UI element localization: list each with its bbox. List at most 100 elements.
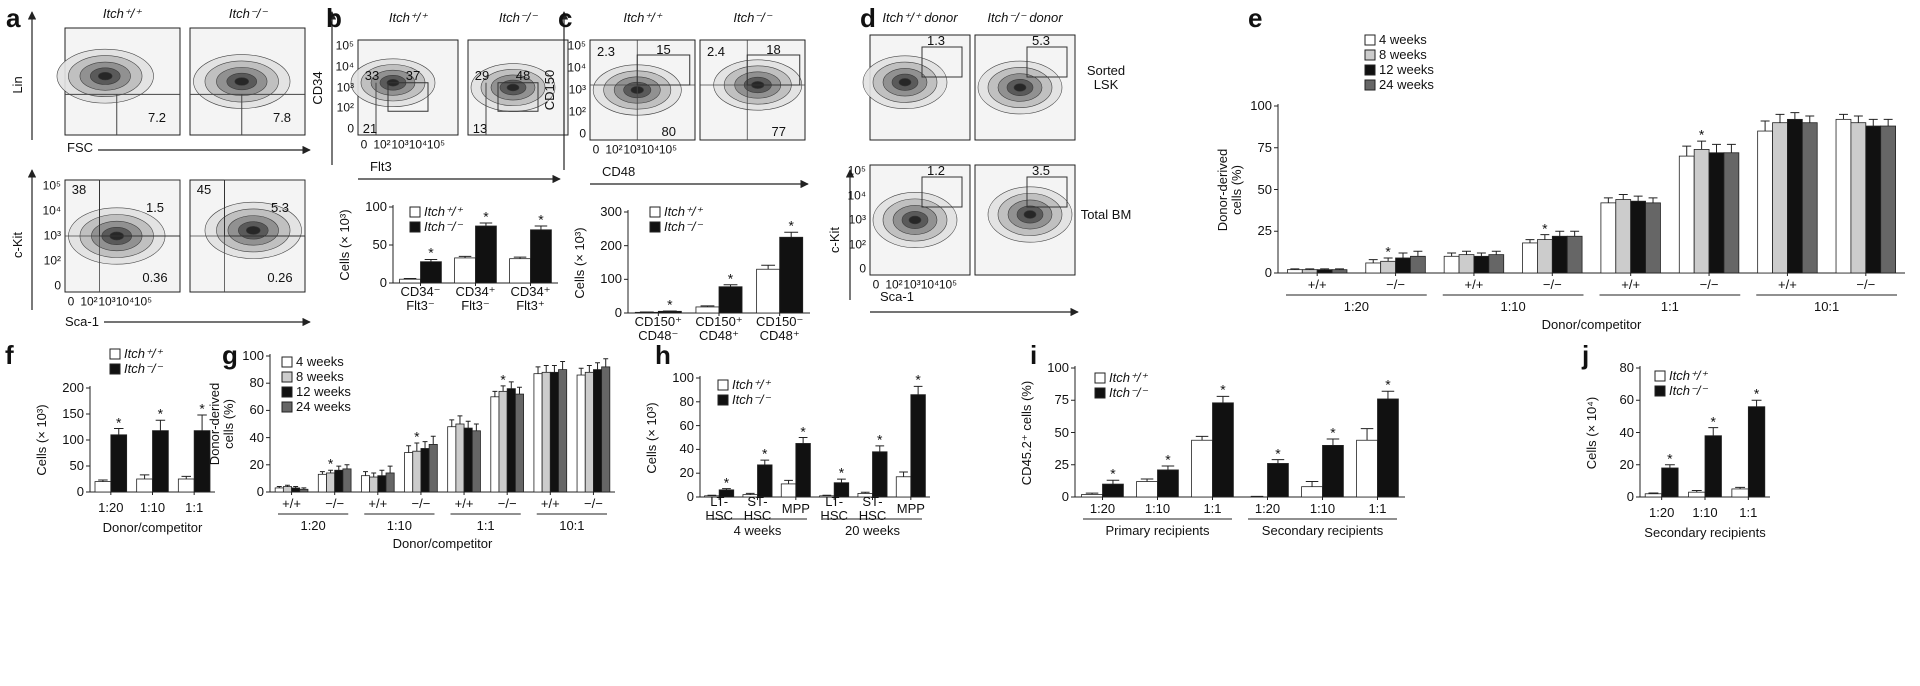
flow-x-tick: 0 [592, 142, 600, 157]
error-bar [1735, 486, 1746, 489]
bar [420, 261, 442, 284]
error-bar [1447, 252, 1457, 257]
legend-swatch [109, 348, 121, 360]
bar [1301, 486, 1323, 498]
bar [1566, 235, 1583, 274]
error-bar [798, 437, 808, 444]
gate [99, 179, 181, 237]
error-bar [500, 385, 506, 392]
bar [1191, 439, 1213, 498]
y-axis-label: Cells (× 10³) [572, 226, 587, 299]
legend-swatch [281, 356, 293, 368]
significance-mark: * [1710, 413, 1716, 430]
axis-label: CD48 [602, 164, 636, 179]
x-tick-label: ST-HSC [743, 494, 772, 523]
error-bar [1320, 268, 1330, 270]
error-bar [424, 258, 438, 262]
x-tick-label: +/+ [454, 496, 474, 511]
y-tick-label: 50 [69, 458, 84, 473]
x-tick-label: +/+ [1464, 277, 1484, 292]
error-bar [595, 362, 600, 370]
flow-x-tick: 10⁴ [640, 142, 660, 157]
gate [921, 176, 963, 208]
bar [1473, 255, 1490, 274]
group-label: 1:10 [1500, 299, 1526, 314]
error-bar [722, 488, 731, 490]
y-axis-label: Cells (× 10³) [337, 209, 352, 281]
bar [1157, 469, 1179, 498]
column-title: Itch⁻/⁻ [498, 10, 538, 25]
error-bar [430, 435, 436, 445]
significance-mark: * [762, 445, 768, 462]
flow-x-tick: 10⁵ [426, 137, 446, 152]
flow-y-tick: 10³ [43, 228, 61, 243]
y-axis-label: CD45.2⁺ cells (%) [1019, 380, 1034, 485]
flow-y-tick: 10³ [336, 80, 354, 94]
flow-y-tick: 10⁵ [335, 38, 354, 53]
y-tick-label: 40 [1619, 424, 1634, 440]
flow-y-tick: 10⁵ [847, 163, 866, 178]
y-tick-label: 80 [249, 375, 264, 391]
error-bar [1525, 239, 1535, 243]
bar [282, 486, 292, 493]
error-bar [1775, 113, 1785, 123]
error-bar [1271, 459, 1285, 464]
bar [498, 390, 508, 493]
error-bar [449, 419, 455, 427]
flow-x-tick: 10⁴ [115, 294, 135, 309]
y-tick-label: 0 [614, 305, 622, 320]
error-bar [139, 474, 150, 479]
flow-x-tick: 10² [80, 294, 98, 309]
flow-y-tick: 10³ [568, 82, 586, 97]
error-bar [1760, 120, 1770, 132]
bar [795, 443, 811, 498]
bar [1708, 152, 1725, 274]
flow-x-tick: 10² [605, 142, 623, 157]
error-bar [387, 465, 393, 473]
panel-letter: f [5, 340, 14, 370]
significance-mark: * [116, 414, 122, 431]
bar [1600, 202, 1617, 274]
error-bar [578, 367, 584, 376]
significance-mark: * [483, 208, 489, 225]
y-tick-label: 0 [1626, 489, 1634, 504]
error-bar [1250, 495, 1264, 497]
significance-mark: * [1753, 385, 1760, 402]
legend-label: Itch⁺/⁺ [1669, 368, 1708, 383]
axis-label: c-Kit [827, 227, 842, 253]
legend-swatch [281, 386, 293, 398]
x-tick-label: CD150⁺ CD48⁻ [634, 314, 682, 343]
bar [326, 472, 336, 493]
error-bar [860, 491, 870, 494]
density-contour [1023, 210, 1037, 219]
bar [1522, 242, 1538, 274]
error-bar [1161, 465, 1175, 470]
bar [756, 268, 781, 314]
error-bar [535, 366, 541, 374]
error-bar [363, 471, 368, 476]
bar [317, 473, 327, 493]
bar [1081, 494, 1103, 498]
error-bar [1398, 252, 1408, 258]
gate-value: 80 [661, 124, 676, 139]
flow-y-tick: 10² [43, 253, 61, 268]
panel-letter: d [860, 3, 876, 33]
flow-y-tick: 10⁵ [567, 38, 586, 53]
gate-value: 7.8 [272, 110, 292, 125]
y-tick-label: 50 [1054, 424, 1069, 440]
error-bar [1216, 395, 1230, 403]
x-tick-label: 1:20 [1648, 505, 1675, 520]
flow-x-tick: 0 [872, 277, 880, 292]
error-bar [1708, 427, 1719, 436]
y-tick-label: 20 [249, 456, 264, 472]
column-title: Itch⁺/⁺ [388, 10, 428, 25]
density-contour [898, 78, 912, 87]
legend-swatch [1654, 370, 1666, 382]
bar [1488, 254, 1505, 274]
axis-label: CD150 [542, 69, 557, 111]
flow-y-tick: 10⁴ [335, 59, 354, 74]
significance-mark: * [1220, 381, 1226, 398]
y-tick-label: 0 [686, 489, 694, 504]
error-bar [1805, 115, 1815, 123]
